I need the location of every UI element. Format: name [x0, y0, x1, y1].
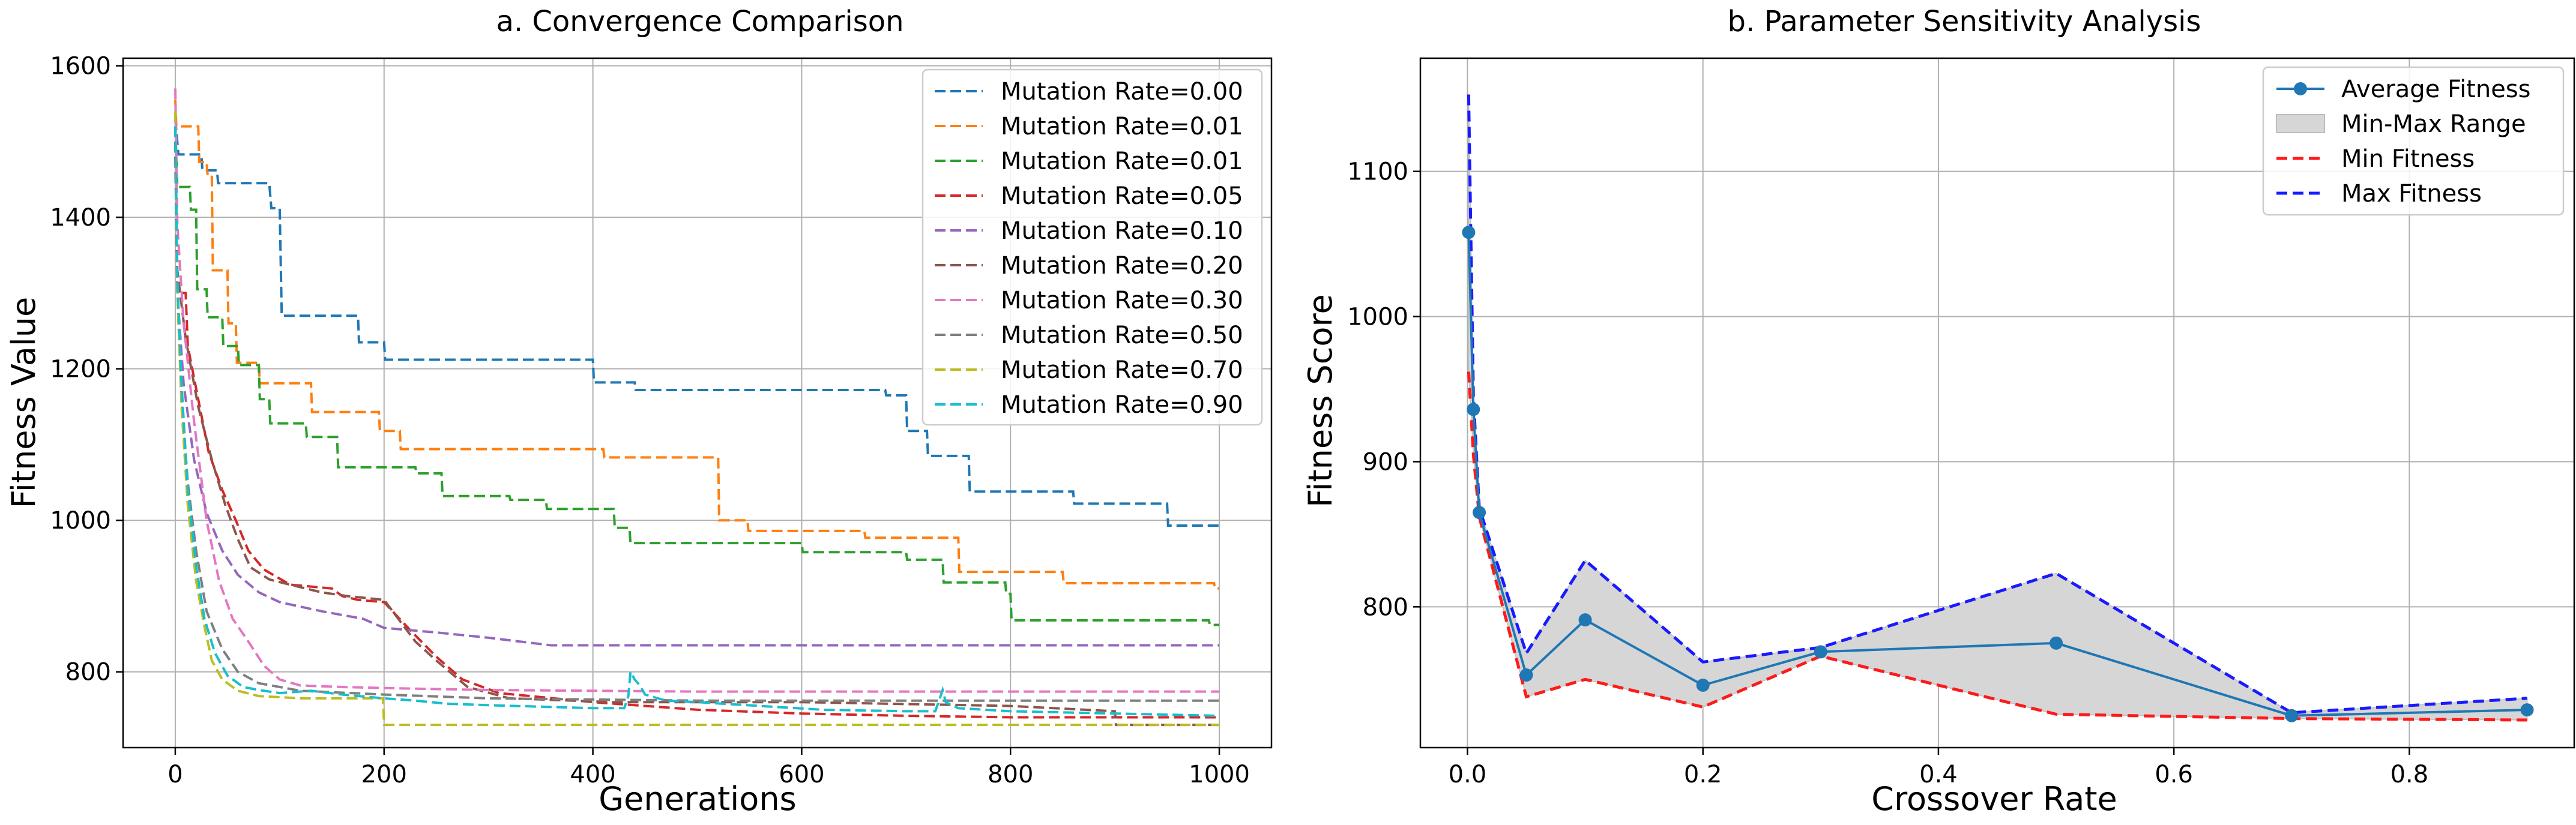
average-fitness-point	[1578, 613, 1592, 627]
y-tick-label: 1400	[50, 204, 111, 232]
series-line-0	[174, 118, 1219, 527]
legend-label: Min-Max Range	[2341, 110, 2526, 138]
ticks-a: 0 200 400 600 800 1000 800 1000 1200 1400 1600	[50, 53, 1250, 788]
plot-area-b	[1462, 94, 2534, 722]
y-axis-label-a: Fitness Value	[5, 297, 43, 508]
average-fitness-point	[2285, 709, 2299, 722]
legend-a: Mutation Rate=0.00 Mutation Rate=0.01 Muta…	[922, 68, 1263, 426]
average-fitness-point	[2050, 636, 2063, 650]
legend-b: Average Fitness Min-Max Range Min Fitness M…	[2262, 66, 2565, 216]
average-fitness-point	[1696, 678, 1710, 692]
ticks-b: 0.0 0.2 0.4 0.6 0.8 800 900 1000 1100	[1347, 158, 2428, 788]
min-fitness-line	[1467, 371, 2527, 722]
y-axis-label-b: Fitness Score	[1302, 294, 1339, 507]
series-line-9	[174, 126, 1220, 717]
average-fitness-point	[1814, 645, 1827, 659]
y-tick-label: 1600	[50, 53, 111, 80]
average-fitness-point	[1519, 668, 1533, 682]
y-tick-label: 800	[65, 659, 111, 686]
legend-label: Average Fitness	[2341, 76, 2531, 103]
legend-label: Mutation Rate=0.70	[1001, 356, 1243, 384]
y-tick-label: 1200	[50, 356, 111, 383]
legend-label: Mutation Rate=0.05	[1001, 182, 1243, 210]
series-line-4	[174, 126, 1219, 647]
series-line-2	[174, 126, 1219, 626]
series-line-1	[174, 100, 1219, 590]
plot-area-a	[174, 88, 1220, 727]
y-tick-label: 1000	[50, 507, 111, 535]
x-tick-label: 0.0	[1449, 761, 1487, 788]
axes-frame-a	[122, 57, 1273, 749]
legend-label: Mutation Rate=0.50	[1001, 322, 1243, 349]
average-fitness-point	[1467, 403, 1480, 416]
x-tick-label: 0.8	[2390, 761, 2429, 788]
x-axis-label-b: Crossover Rate	[1871, 780, 2117, 818]
y-tick-label: 1100	[1347, 158, 1408, 186]
legend-label: Mutation Rate=0.90	[1001, 391, 1243, 419]
axes-frame-b	[1419, 57, 2575, 749]
x-tick-label: 1000	[1189, 761, 1250, 788]
chart-convergence-comparison: a. Convergence Comparison 0 200 400 600 800 1…	[5, 5, 1273, 818]
x-tick-label: 0.2	[1684, 761, 1722, 788]
series-line-3	[174, 157, 1219, 719]
chart-title-b: b. Parameter Sensitivity Analysis	[1728, 5, 2201, 38]
legend-label: Mutation Rate=0.00	[1001, 78, 1243, 106]
average-fitness-point	[1473, 506, 1486, 520]
x-axis-label-a: Generations	[599, 780, 796, 818]
x-tick-label: 600	[779, 761, 824, 788]
y-tick-label: 900	[1363, 448, 1408, 476]
legend-swatch	[2276, 114, 2325, 133]
legend-label: Mutation Rate=0.01	[1001, 113, 1243, 140]
legend-label: Max Fitness	[2341, 180, 2482, 208]
x-tick-label: 0.6	[2155, 761, 2193, 788]
average-fitness-line	[1467, 232, 2527, 717]
x-tick-label: 0	[167, 761, 182, 788]
y-tick-label: 800	[1363, 593, 1408, 621]
series-line-5	[174, 141, 1219, 727]
average-fitness-point	[2520, 703, 2534, 717]
legend-label: Mutation Rate=0.10	[1001, 217, 1243, 245]
x-tick-label: 800	[988, 761, 1033, 788]
chart-title-a: a. Convergence Comparison	[496, 5, 903, 38]
average-fitness-point	[1462, 226, 1476, 239]
legend-label: Min Fitness	[2341, 145, 2475, 173]
x-tick-label: 0.4	[1919, 761, 1958, 788]
legend-label: Mutation Rate=0.01	[1001, 148, 1243, 175]
series-line-6	[174, 88, 1219, 693]
chart-parameter-sensitivity: b. Parameter Sensitivity Analysis 0.0 0.2…	[1302, 5, 2575, 818]
legend-label: Mutation Rate=0.20	[1001, 252, 1243, 280]
legend-box-a	[922, 68, 1263, 426]
legend-swatch-marker	[2294, 82, 2307, 95]
x-tick-label: 400	[570, 761, 615, 788]
legend-box-b	[2262, 66, 2565, 216]
x-tick-label: 200	[361, 761, 407, 788]
legend-label: Mutation Rate=0.30	[1001, 287, 1243, 314]
y-tick-label: 1000	[1347, 304, 1408, 331]
